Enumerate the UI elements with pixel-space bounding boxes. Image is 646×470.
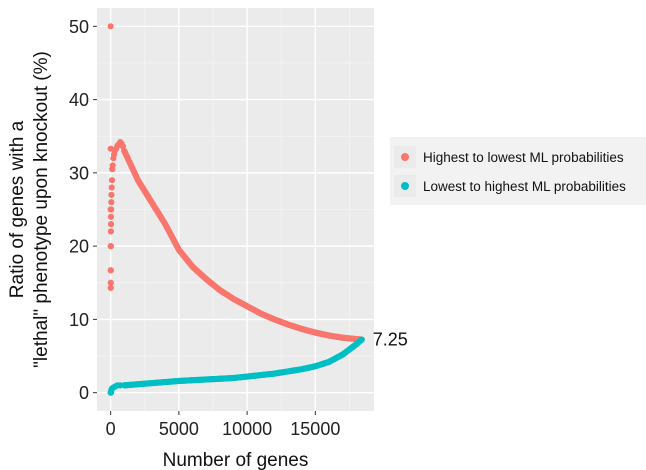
data-point bbox=[108, 191, 115, 198]
data-point bbox=[107, 213, 115, 220]
x-axis-title: Number of genes bbox=[163, 450, 309, 470]
axes: 0 5000 10000 15000 0 10 20 30 40 50 Number of gene… bbox=[7, 17, 408, 470]
y-tick-label: 20 bbox=[69, 237, 89, 257]
x-tick-label: 0 bbox=[106, 419, 116, 439]
legend-marker bbox=[401, 182, 409, 190]
y-tick-label: 30 bbox=[69, 163, 89, 183]
data-point bbox=[108, 206, 115, 213]
plot-area bbox=[97, 8, 374, 411]
y-axis-title-line1: Ratio of genes with a bbox=[7, 120, 28, 298]
data-point bbox=[107, 284, 114, 292]
data-point bbox=[107, 267, 114, 274]
data-point bbox=[107, 243, 114, 250]
data-point bbox=[109, 162, 116, 169]
data-point bbox=[107, 23, 114, 30]
y-tick-label: 40 bbox=[69, 90, 89, 110]
x-tick-label: 15000 bbox=[290, 419, 340, 439]
series-2 bbox=[107, 336, 365, 396]
x-tick-label: 10000 bbox=[222, 419, 272, 439]
y-tick-label: 10 bbox=[69, 310, 89, 330]
data-point bbox=[108, 199, 115, 206]
x-tick-label: 5000 bbox=[159, 419, 199, 439]
y-tick-label: 50 bbox=[69, 17, 89, 37]
data-point bbox=[107, 221, 115, 228]
data-point bbox=[107, 228, 115, 235]
data-point bbox=[108, 177, 116, 184]
y-tick-label: 0 bbox=[79, 383, 89, 403]
data-point bbox=[107, 279, 114, 286]
data-point bbox=[108, 184, 115, 191]
series-1 bbox=[107, 23, 365, 343]
legend: Highest to lowest ML probabilities Lowest… bbox=[390, 137, 646, 205]
legend-label: Lowest to highest ML probabilities bbox=[423, 179, 626, 194]
legend-marker bbox=[401, 153, 409, 161]
legend-box bbox=[390, 137, 646, 205]
y-axis-title-line2: "lethal" phenotype upon knockout (%) bbox=[31, 51, 52, 368]
data-point bbox=[358, 336, 365, 343]
annotation-label: 7.25 bbox=[373, 330, 408, 350]
legend-label: Highest to lowest ML probabilities bbox=[423, 150, 624, 165]
